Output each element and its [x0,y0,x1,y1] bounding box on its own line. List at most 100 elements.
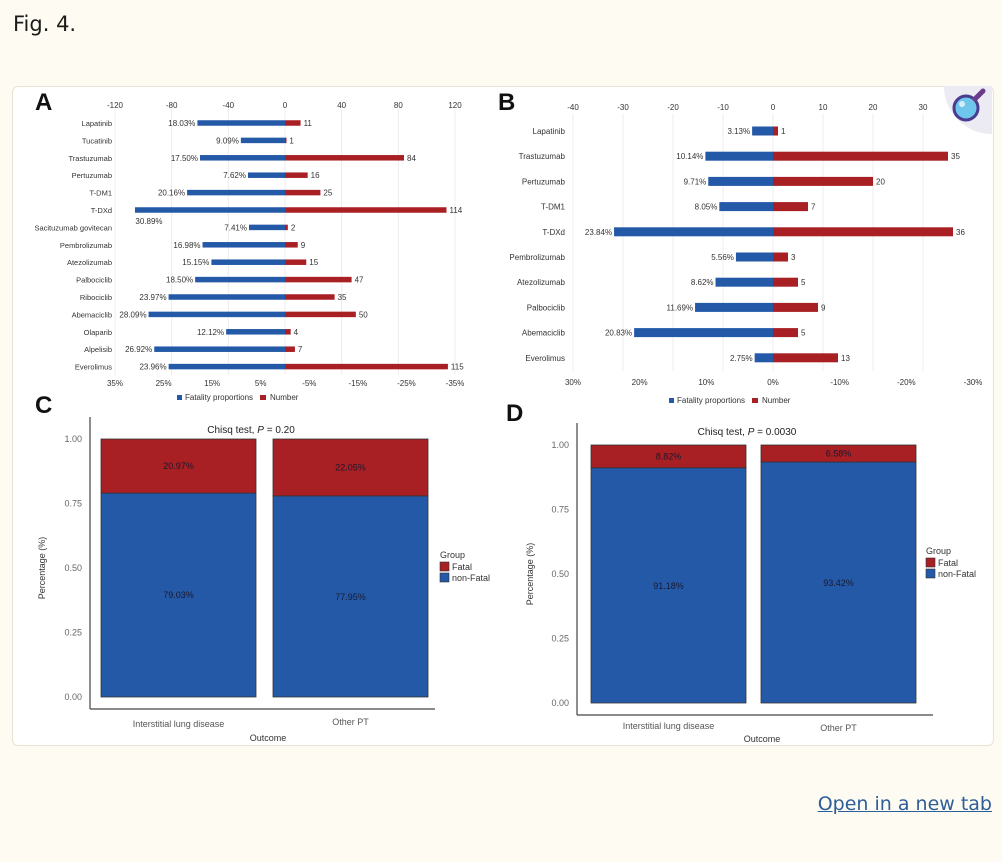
category-label: Tucatinib [82,136,112,145]
fatality-label: 17.50% [171,154,198,163]
number-label: 7 [298,345,303,354]
number-bar [285,346,295,352]
bottom-axis-tick: -5% [302,379,316,388]
fatality-bar [202,242,285,248]
bottom-axis-tick: -30% [964,378,983,387]
number-label: 16 [311,171,320,180]
bottom-axis-tick: 10% [698,378,714,387]
bottom-axis-tick: 25% [156,379,172,388]
top-axis-tick: -30 [617,103,629,112]
number-label: 13 [841,354,850,363]
fatality-label: 9.71% [684,177,707,186]
fatality-bar [187,189,285,196]
y-axis-label: Percentage (%) [37,537,47,600]
fatality-label: 9.09% [216,136,239,145]
x-axis-label: Outcome [250,733,287,743]
fatality-label: 11.69% [667,303,694,312]
number-bar [285,155,404,161]
bottom-axis-tick: -10% [830,378,849,387]
number-bar [285,120,301,126]
category-label: Sacituzumab govitecan [34,223,112,232]
fatality-bar [195,276,285,283]
bottom-axis-tick: 15% [204,379,220,388]
legend-swatch-fatality [669,398,674,403]
category-label: Trastuzumab [69,154,113,163]
number-label: 20 [876,177,885,186]
top-axis-tick: 80 [394,101,403,110]
legend-swatch-number [260,395,266,400]
fatality-bar [754,353,773,363]
fatality-label: 3.13% [727,127,750,136]
category-label: Olaparib [84,328,112,337]
legend-swatch-number [752,398,758,403]
fatality-bar [200,155,285,161]
top-axis-tick: 120 [448,101,462,110]
category-label: Alpelisib [84,345,112,354]
x-axis-category: Interstitial lung disease [623,721,715,731]
number-bar [285,172,308,178]
zoom-figure-button[interactable] [938,86,992,134]
number-bar [285,224,288,231]
fatal-bar [760,444,917,463]
fatality-bar [168,363,285,370]
fatality-label: 23.84% [585,228,612,237]
x-axis-category: Interstitial lung disease [133,719,225,729]
bottom-axis-tick: -25% [397,379,416,388]
y-axis-tick: 1.00 [551,440,569,450]
number-bar [285,259,307,265]
legend-title: Group [440,550,465,560]
top-axis-tick: -80 [166,101,178,110]
category-label: Abemaciclib [72,310,112,319]
y-axis-tick: 0.25 [551,634,569,644]
number-bar [285,294,335,300]
number-bar [773,176,873,186]
panel-label-a: A [35,89,52,116]
fatality-bar [148,311,285,318]
panel-c: 0.00 0.25 0.50 0.75 1.00 Chisq test, P = 0.20… [37,417,490,743]
top-axis-tick: -40 [567,103,579,112]
legend-label-nonfatal: non-Fatal [452,573,490,583]
x-axis-category: Other PT [820,723,857,733]
category-label: Lapatinib [82,119,112,128]
fatal-bar [100,438,257,494]
legend-label-fatal: Fatal [938,558,958,568]
legend-swatch-nonfatal [439,572,450,583]
nonfatal-pct-label: 91.18% [653,581,684,591]
top-axis-tick: -20 [667,103,679,112]
number-bar [773,353,838,363]
category-label: Atezolizumab [67,258,112,267]
nonfatal-bar [590,467,747,704]
legend-label-fatal: Fatal [452,562,472,572]
number-label: 4 [294,328,299,337]
number-bar [285,311,356,318]
open-in-new-tab-link[interactable]: Open in a new tab [817,793,992,815]
category-label: Palbociclib [527,303,566,312]
figure-image[interactable]: A B C D -120 -80 -40 0 40 80 120 35% 25% 15% 5% -5%… [12,86,994,746]
number-label: 115 [451,363,464,372]
fatality-label: 18.03% [168,119,195,128]
number-label: 1 [781,127,786,136]
category-label: Everolimus [75,363,112,372]
x-axis-label: Outcome [744,734,781,744]
legend-swatch-fatal [925,557,936,568]
category-label: Everolimus [525,354,565,363]
fatality-bar [614,227,773,237]
panel-b: -40 -30 -20 -10 0 10 20 30 30% 20% 10% 0% -10% -20% -3… [509,103,982,405]
legend-label-number: Number [762,396,791,405]
number-label: 5 [801,278,806,287]
top-axis-tick: -10 [717,103,729,112]
panel-label-d: D [506,400,523,427]
number-label: 25 [323,189,332,198]
top-axis-tick: 20 [869,103,878,112]
fatality-label: 8.62% [691,278,714,287]
category-label: T-DXd [91,206,112,215]
y-axis-tick: 0.50 [64,563,82,573]
top-axis-tick: 0 [771,103,776,112]
nonfatal-bar [272,495,429,698]
fatality-label: 20.83% [605,329,632,338]
number-bar [285,207,447,213]
fatality-label: 2.75% [730,354,753,363]
number-label: 9 [821,303,826,312]
number-label: 7 [811,203,816,212]
fatal-pct-label: 6.58% [826,448,852,458]
